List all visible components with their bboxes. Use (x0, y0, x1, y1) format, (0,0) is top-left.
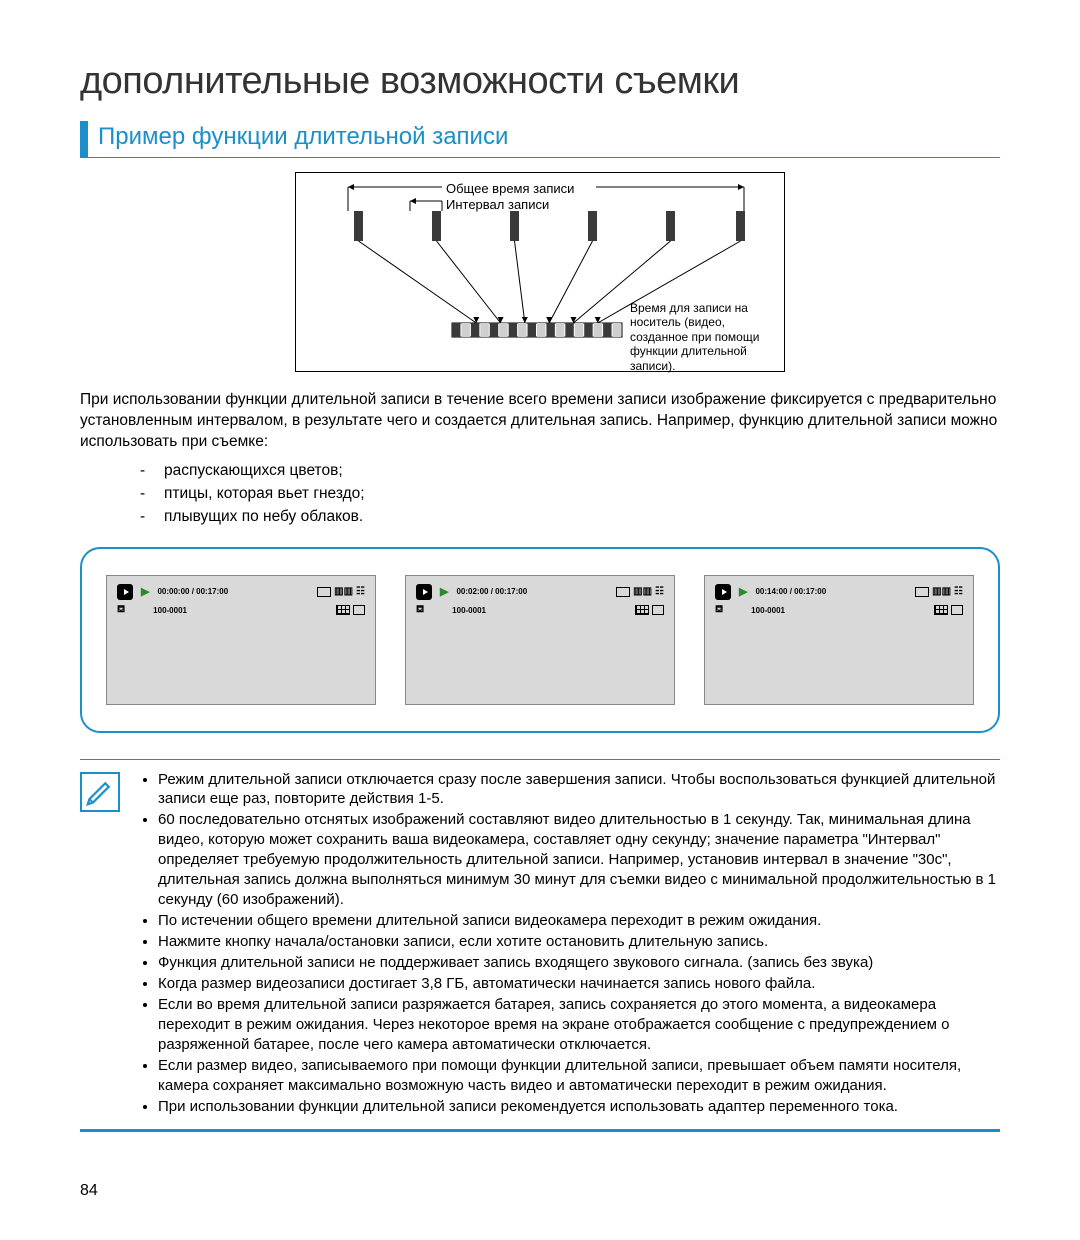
card-icon (951, 605, 963, 615)
grid-icon (336, 605, 350, 615)
time-counter: 00:00:00 / 00:17:00 (157, 587, 228, 596)
section-heading-row: Пример функции длительной записи (80, 121, 1000, 158)
note-item: По истечении общего времени длительной з… (158, 911, 1000, 931)
file-number: 100-0001 (452, 606, 486, 615)
file-number: 100-0001 (751, 606, 785, 615)
battery-icon: ▥▥ (334, 586, 353, 597)
note-item: Когда размер видеозаписи достигает 3,8 Г… (158, 974, 1000, 994)
diagram-container: Общее время записи Интервал записи Время… (80, 172, 1000, 372)
file-number: 100-0001 (153, 606, 187, 615)
example-list: распускающихся цветов;птицы, которая вье… (140, 459, 1000, 529)
note-item: При использовании функции длительной зап… (158, 1097, 1000, 1117)
battery-icon: ▥▥ (633, 586, 652, 597)
sd-icon (616, 587, 630, 597)
note-item: Если размер видео, записываемого при пом… (158, 1056, 1000, 1096)
timelapse-diagram: Общее время записи Интервал записи Время… (295, 172, 785, 372)
tripod-icon: ⛾ (416, 604, 424, 617)
record-icon (117, 584, 133, 600)
misc-icon: ☷ (954, 586, 963, 597)
note-item: 60 последовательно отснятых изображений … (158, 810, 1000, 910)
misc-icon: ☷ (356, 586, 365, 597)
list-item: распускающихся цветов; (140, 459, 1000, 482)
note-item: Если во время длительной записи разряжае… (158, 995, 1000, 1055)
note-icon (80, 772, 120, 812)
screenshots-frame: ▶00:00:00 / 00:17:00▥▥☷⛾100-0001▶00:02:0… (80, 547, 1000, 733)
section-accent-bar (80, 121, 88, 157)
sd-icon (915, 587, 929, 597)
note-item: Режим длительной записи отключается сраз… (158, 770, 1000, 810)
diagram-label-interval: Интервал записи (446, 197, 549, 213)
list-item: плывущих по небу облаков. (140, 505, 1000, 528)
page-title: дополнительные возможности съемки (80, 60, 1000, 103)
tripod-icon: ⛾ (715, 604, 723, 617)
record-icon (715, 584, 731, 600)
grid-icon (635, 605, 649, 615)
list-item: птицы, которая вьет гнездо; (140, 482, 1000, 505)
battery-icon: ▥▥ (932, 586, 951, 597)
section-heading: Пример функции длительной записи (98, 121, 508, 157)
camera-screenshot: ▶ 00:14:00 / 00:17:00 ▥▥☷ ⛾ 100-0001 (704, 575, 974, 705)
tripod-icon: ⛾ (117, 604, 125, 617)
misc-icon: ☷ (655, 586, 664, 597)
sd-icon (317, 587, 331, 597)
intro-paragraph: При использовании функции длительной зап… (80, 390, 1000, 453)
diagram-label-storage: Время для записи на носитель (видео, соз… (630, 301, 780, 373)
card-icon (652, 605, 664, 615)
notes-list: Режим длительной записи отключается сраз… (138, 770, 1000, 1118)
diagram-label-total: Общее время записи (446, 181, 574, 197)
note-item: Функция длительной записи не поддерживае… (158, 953, 1000, 973)
time-counter: 00:02:00 / 00:17:00 (456, 587, 527, 596)
grid-icon (934, 605, 948, 615)
note-item: Нажмите кнопку начала/остановки записи, … (158, 932, 1000, 952)
camera-screenshot: ▶ 00:00:00 / 00:17:00 ▥▥☷ ⛾ 100-0001 (106, 575, 376, 705)
play-icon: ▶ (440, 585, 448, 598)
notes-block: Режим длительной записи отключается сраз… (80, 759, 1000, 1133)
play-icon: ▶ (141, 585, 149, 598)
play-icon: ▶ (739, 585, 747, 598)
record-icon (416, 584, 432, 600)
camera-screenshot: ▶ 00:02:00 / 00:17:00 ▥▥☷ ⛾ 100-0001 (405, 575, 675, 705)
time-counter: 00:14:00 / 00:17:00 (755, 587, 826, 596)
card-icon (353, 605, 365, 615)
page-number: 84 (80, 1182, 1000, 1200)
